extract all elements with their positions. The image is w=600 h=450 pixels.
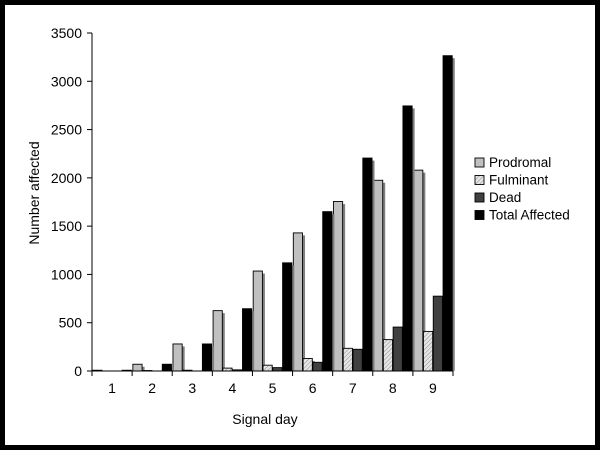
legend-label-dead: Dead xyxy=(489,190,521,205)
bar-dead-9 xyxy=(432,295,443,372)
bar-dead-8 xyxy=(392,326,403,372)
legend-label-total-affected: Total Affected xyxy=(489,208,570,223)
y-tick-label-500: 500 xyxy=(59,315,83,331)
y-tick-label-1000: 1000 xyxy=(51,266,82,282)
bars-layer xyxy=(92,55,455,372)
x-tick-label-6: 6 xyxy=(309,380,317,396)
axes-layer: 0 500 1000 1500 2000 2500 3000 3500 1 2 3 4 5 6 7 8 9 xyxy=(51,25,454,396)
y-tick-label-3500: 3500 xyxy=(51,25,82,41)
bar-prodromal-5 xyxy=(252,270,263,372)
y-tick-label-3000: 3000 xyxy=(51,73,82,89)
x-tick-label-5: 5 xyxy=(269,380,277,396)
bar-total-affected-5 xyxy=(282,262,293,372)
bar-prodromal-3 xyxy=(172,343,183,372)
y-axis-title: Number affected xyxy=(26,141,42,244)
x-tick-label-7: 7 xyxy=(349,380,357,396)
x-axis-title: Signal day xyxy=(232,411,297,427)
bar-total-affected-7 xyxy=(362,157,373,372)
bar-dead-7 xyxy=(352,348,363,372)
bar-total-affected-6 xyxy=(322,211,333,372)
y-tick-label-2000: 2000 xyxy=(51,170,82,186)
bar-total-affected-2 xyxy=(161,363,172,372)
bar-prodromal-4 xyxy=(212,310,223,372)
x-tick-label-1: 1 xyxy=(108,380,116,396)
bar-fulminant-9 xyxy=(422,330,434,372)
bar-total-affected-8 xyxy=(402,105,413,372)
legend-label-prodromal: Prodromal xyxy=(489,155,551,170)
x-tick-label-8: 8 xyxy=(389,380,397,396)
bar-fulminant-5 xyxy=(262,364,273,372)
bar-prodromal-2 xyxy=(132,363,143,372)
bar-total-affected-4 xyxy=(242,308,253,372)
bar-prodromal-7 xyxy=(332,201,344,372)
y-tick-label-2500: 2500 xyxy=(51,122,82,138)
y-tick-label-0: 0 xyxy=(74,363,82,379)
y-tick-label-1500: 1500 xyxy=(51,218,82,234)
bar-prodromal-6 xyxy=(292,232,303,372)
legend-swatch-dead xyxy=(474,192,485,203)
bar-prodromal-8 xyxy=(373,179,384,372)
x-tick-label-9: 9 xyxy=(429,380,437,396)
bar-prodromal-9 xyxy=(413,169,424,372)
x-tick-label-3: 3 xyxy=(188,380,196,396)
bar-dead-6 xyxy=(312,361,323,372)
bar-fulminant-7 xyxy=(342,347,353,372)
bar-fulminant-6 xyxy=(302,357,313,372)
x-tick-label-2: 2 xyxy=(148,380,156,396)
chart-frame: 0 500 1000 1500 2000 2500 3000 3500 1 2 3 4 5 6 7 8 9 Si… xyxy=(5,5,595,445)
bar-total-affected-3 xyxy=(201,343,213,372)
legend-swatch-fulminant xyxy=(474,175,485,185)
bar-fulminant-8 xyxy=(382,339,393,372)
legend-swatch-prodromal xyxy=(474,157,485,168)
legend-swatch-total-affected xyxy=(474,210,485,220)
bar-dead-5 xyxy=(272,367,283,372)
bar-total-affected-9 xyxy=(442,55,453,372)
legend: Prodromal Fulminant Dead Total Affected xyxy=(474,155,570,223)
x-tick-label-4: 4 xyxy=(228,380,236,396)
bar-chart: 0 500 1000 1500 2000 2500 3000 3500 1 2 3 4 5 6 7 8 9 Si… xyxy=(26,25,570,427)
legend-label-fulminant: Fulminant xyxy=(489,173,549,188)
